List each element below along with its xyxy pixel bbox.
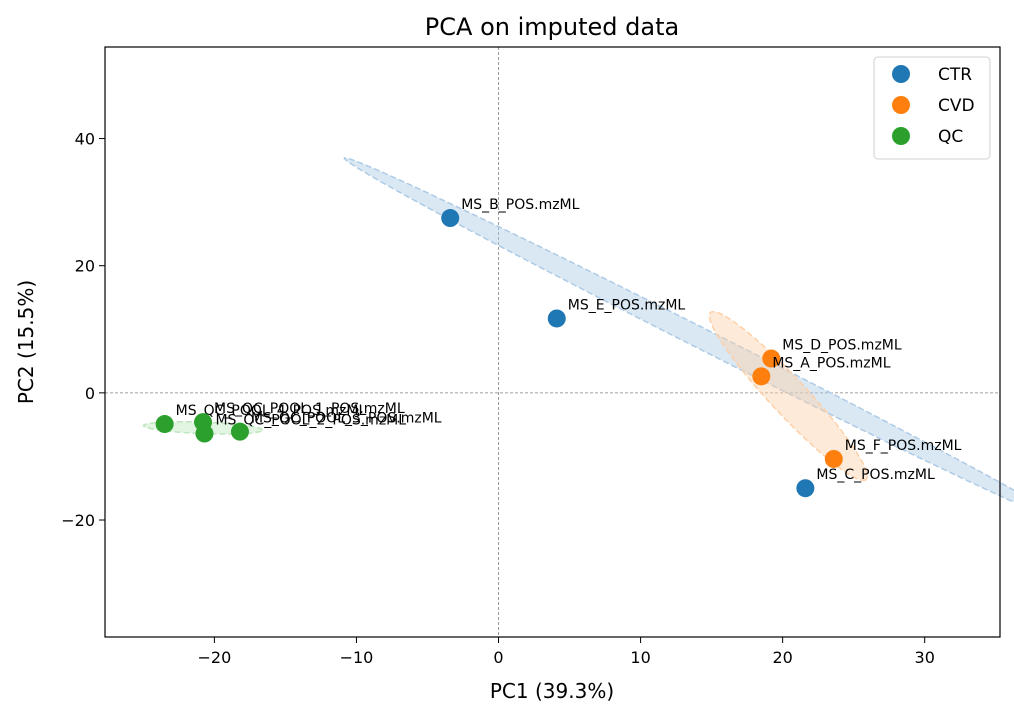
x-tick-label: 20 bbox=[772, 648, 792, 667]
ellipse-cvd bbox=[708, 310, 869, 482]
y-tick-label: 40 bbox=[75, 130, 95, 149]
point-cvd bbox=[762, 349, 781, 368]
x-tick-label: 10 bbox=[630, 648, 650, 667]
point-ctr bbox=[547, 309, 566, 328]
axes-frame bbox=[104, 46, 1001, 638]
x-tick-label: −20 bbox=[198, 648, 232, 667]
y-axis-label: PC2 (15.5%) bbox=[14, 280, 38, 404]
point-ctr bbox=[796, 479, 815, 498]
plot-area: MS_B_POS.mzML MS_E_POS.mzML MS_C_POS.mzML M… bbox=[61, 46, 1014, 667]
point-ctr bbox=[441, 209, 460, 228]
x-axis-label: PC1 (39.3%) bbox=[490, 679, 614, 703]
x-tick-label: 0 bbox=[493, 648, 503, 667]
legend-label-qc: QC bbox=[938, 127, 963, 147]
point-cvd bbox=[752, 367, 771, 386]
x-tick-label: −10 bbox=[340, 648, 374, 667]
point-label: MS_QC_POOL_2_POS.mzML bbox=[215, 413, 406, 429]
legend-label-ctr: CTR bbox=[938, 65, 972, 85]
chart-title: PCA on imputed data bbox=[425, 13, 679, 41]
legend-marker-cvd bbox=[892, 96, 910, 114]
point-qc bbox=[195, 424, 214, 443]
legend-marker-ctr bbox=[892, 65, 910, 83]
legend-label-cvd: CVD bbox=[938, 96, 975, 116]
ellipse-ctr bbox=[343, 157, 1014, 504]
y-tick-label: −20 bbox=[61, 511, 95, 530]
point-qc bbox=[230, 422, 249, 441]
point-label: MS_E_POS.mzML bbox=[568, 297, 686, 313]
legend-marker-qc bbox=[892, 127, 910, 145]
point-label: MS_QC_POOL_3_POS.mzML bbox=[251, 411, 442, 427]
point-label: MS_F_POS.mzML bbox=[845, 438, 962, 454]
y-tick-label: 0 bbox=[85, 384, 95, 403]
point-label: MS_QC_POOL_4_POS.mzML bbox=[176, 403, 367, 419]
legend: CTR CVD QC bbox=[873, 56, 991, 160]
point-label: MS_C_POS.mzML bbox=[816, 467, 935, 483]
y-tick-label: 20 bbox=[75, 257, 95, 276]
x-tick-label: 30 bbox=[915, 648, 935, 667]
point-cvd bbox=[824, 449, 843, 468]
point-qc bbox=[155, 415, 174, 434]
point-label: MS_B_POS.mzML bbox=[461, 197, 579, 213]
point-label: MS_D_POS.mzML bbox=[782, 338, 902, 354]
point-label: MS_QC_POOL_1_POS.mzML bbox=[214, 401, 405, 417]
point-label: MS_A_POS.mzML bbox=[772, 355, 890, 371]
